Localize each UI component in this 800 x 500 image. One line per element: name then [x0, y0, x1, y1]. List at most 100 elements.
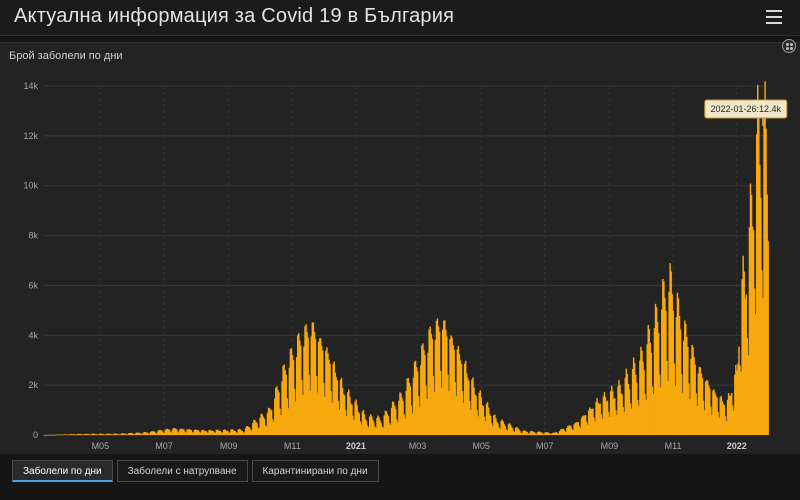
- daily-case-bar: [109, 433, 111, 435]
- daily-case-bar: [147, 433, 150, 435]
- daily-case-bar: [69, 434, 72, 435]
- daily-case-bar: [662, 278, 664, 435]
- daily-case-bar: [589, 407, 591, 435]
- daily-case-bar: [133, 434, 135, 435]
- daily-case-bar: [766, 194, 768, 435]
- daily-case-bar: [165, 428, 167, 435]
- tab-cumulative-cases[interactable]: Заболели с натрупване: [116, 460, 248, 482]
- daily-case-bar: [144, 432, 147, 435]
- daily-case-bar: [154, 431, 156, 435]
- daily-case-bar: [103, 434, 106, 435]
- daily-case-bar: [110, 434, 112, 435]
- daily-case-bar: [294, 401, 297, 435]
- dot: [786, 47, 789, 50]
- daily-case-bar: [715, 395, 717, 435]
- daily-case-bar: [270, 410, 273, 435]
- dot: [786, 43, 789, 46]
- daily-case-bar: [511, 428, 514, 435]
- daily-case-bar: [603, 392, 606, 435]
- daily-case-bar: [496, 421, 498, 435]
- daily-case-bar: [677, 298, 680, 435]
- daily-case-bar: [500, 420, 502, 435]
- daily-case-bar: [678, 315, 681, 435]
- daily-case-bar: [340, 377, 343, 435]
- daily-case-bar: [747, 355, 750, 435]
- daily-case-bar: [211, 430, 213, 435]
- daily-case-bar: [139, 433, 141, 435]
- daily-case-bar: [290, 348, 293, 435]
- hamburger-menu-icon[interactable]: [766, 6, 782, 26]
- daily-case-bar: [737, 363, 739, 435]
- daily-case-bar: [575, 422, 577, 435]
- daily-case-bar: [352, 415, 354, 435]
- daily-case-bar: [494, 414, 496, 435]
- daily-case-bar: [479, 390, 481, 435]
- daily-case-bar: [760, 197, 762, 435]
- daily-case-bar: [105, 434, 107, 436]
- daily-case-bar: [44, 434, 46, 436]
- daily-case-bar: [75, 434, 78, 436]
- daily-case-bar: [301, 379, 303, 435]
- daily-case-bar: [762, 298, 764, 435]
- daily-case-bar: [473, 387, 475, 435]
- daily-case-bar: [380, 422, 382, 435]
- expand-dots-icon[interactable]: [782, 39, 796, 53]
- daily-case-bar: [281, 381, 283, 435]
- daily-case-bar: [288, 367, 291, 435]
- daily-case-bar: [253, 419, 255, 435]
- daily-case-bar: [86, 433, 88, 435]
- daily-case-bar: [271, 419, 274, 435]
- daily-case-bar: [506, 430, 509, 435]
- daily-case-bar: [671, 293, 673, 435]
- tab-daily-quarantined[interactable]: Карантинирани по дни: [251, 460, 379, 482]
- daily-case-bar: [189, 429, 191, 435]
- daily-case-bar: [451, 337, 453, 435]
- daily-case-bar: [346, 416, 348, 435]
- daily-case-bar: [370, 414, 372, 435]
- daily-case-bar: [576, 422, 579, 435]
- daily-case-bar: [565, 431, 567, 435]
- daily-case-bar: [464, 360, 467, 435]
- daily-case-bar: [505, 429, 508, 435]
- daily-case-bar: [50, 434, 53, 436]
- tab-daily-cases[interactable]: Заболели по дни: [12, 460, 113, 482]
- daily-case-bar: [709, 388, 711, 435]
- dot: [790, 47, 793, 50]
- daily-case-bar: [579, 428, 582, 435]
- daily-case-bar: [648, 329, 650, 435]
- daily-case-bar: [354, 401, 356, 435]
- daily-case-bar: [406, 378, 408, 435]
- daily-case-bar: [197, 430, 200, 435]
- daily-case-bar: [580, 418, 583, 435]
- daily-case-bar: [522, 431, 524, 435]
- daily-case-bar: [727, 393, 730, 435]
- daily-case-bar: [767, 241, 769, 435]
- daily-case-bar: [277, 389, 279, 435]
- daily-case-bar: [653, 328, 656, 435]
- daily-case-bar: [719, 397, 721, 435]
- daily-case-bar: [679, 329, 682, 435]
- daily-case-bar: [453, 349, 455, 435]
- daily-case-bar: [367, 427, 370, 435]
- daily-case-bar: [757, 84, 759, 435]
- daily-case-bar: [502, 421, 504, 435]
- daily-case-bar: [256, 423, 258, 435]
- daily-case-bar: [368, 416, 371, 435]
- daily-case-bar: [315, 376, 318, 435]
- daily-case-bar: [750, 194, 753, 435]
- daily-case-bar: [348, 389, 350, 435]
- daily-case-bar: [295, 357, 298, 435]
- daily-case-bar: [66, 434, 68, 435]
- daily-case-bar: [663, 281, 665, 435]
- daily-case-bar: [431, 338, 434, 435]
- daily-case-bar: [391, 401, 394, 435]
- daily-case-bar: [85, 433, 87, 435]
- daily-case-bar: [428, 329, 430, 435]
- daily-case-bar: [143, 432, 146, 435]
- daily-case-bar: [656, 321, 659, 435]
- daily-case-bar: [486, 402, 489, 435]
- daily-case-bar: [419, 406, 421, 435]
- daily-case-bar: [182, 429, 184, 435]
- daily-case-bar: [450, 335, 452, 435]
- x-tick-label: M05: [472, 441, 490, 451]
